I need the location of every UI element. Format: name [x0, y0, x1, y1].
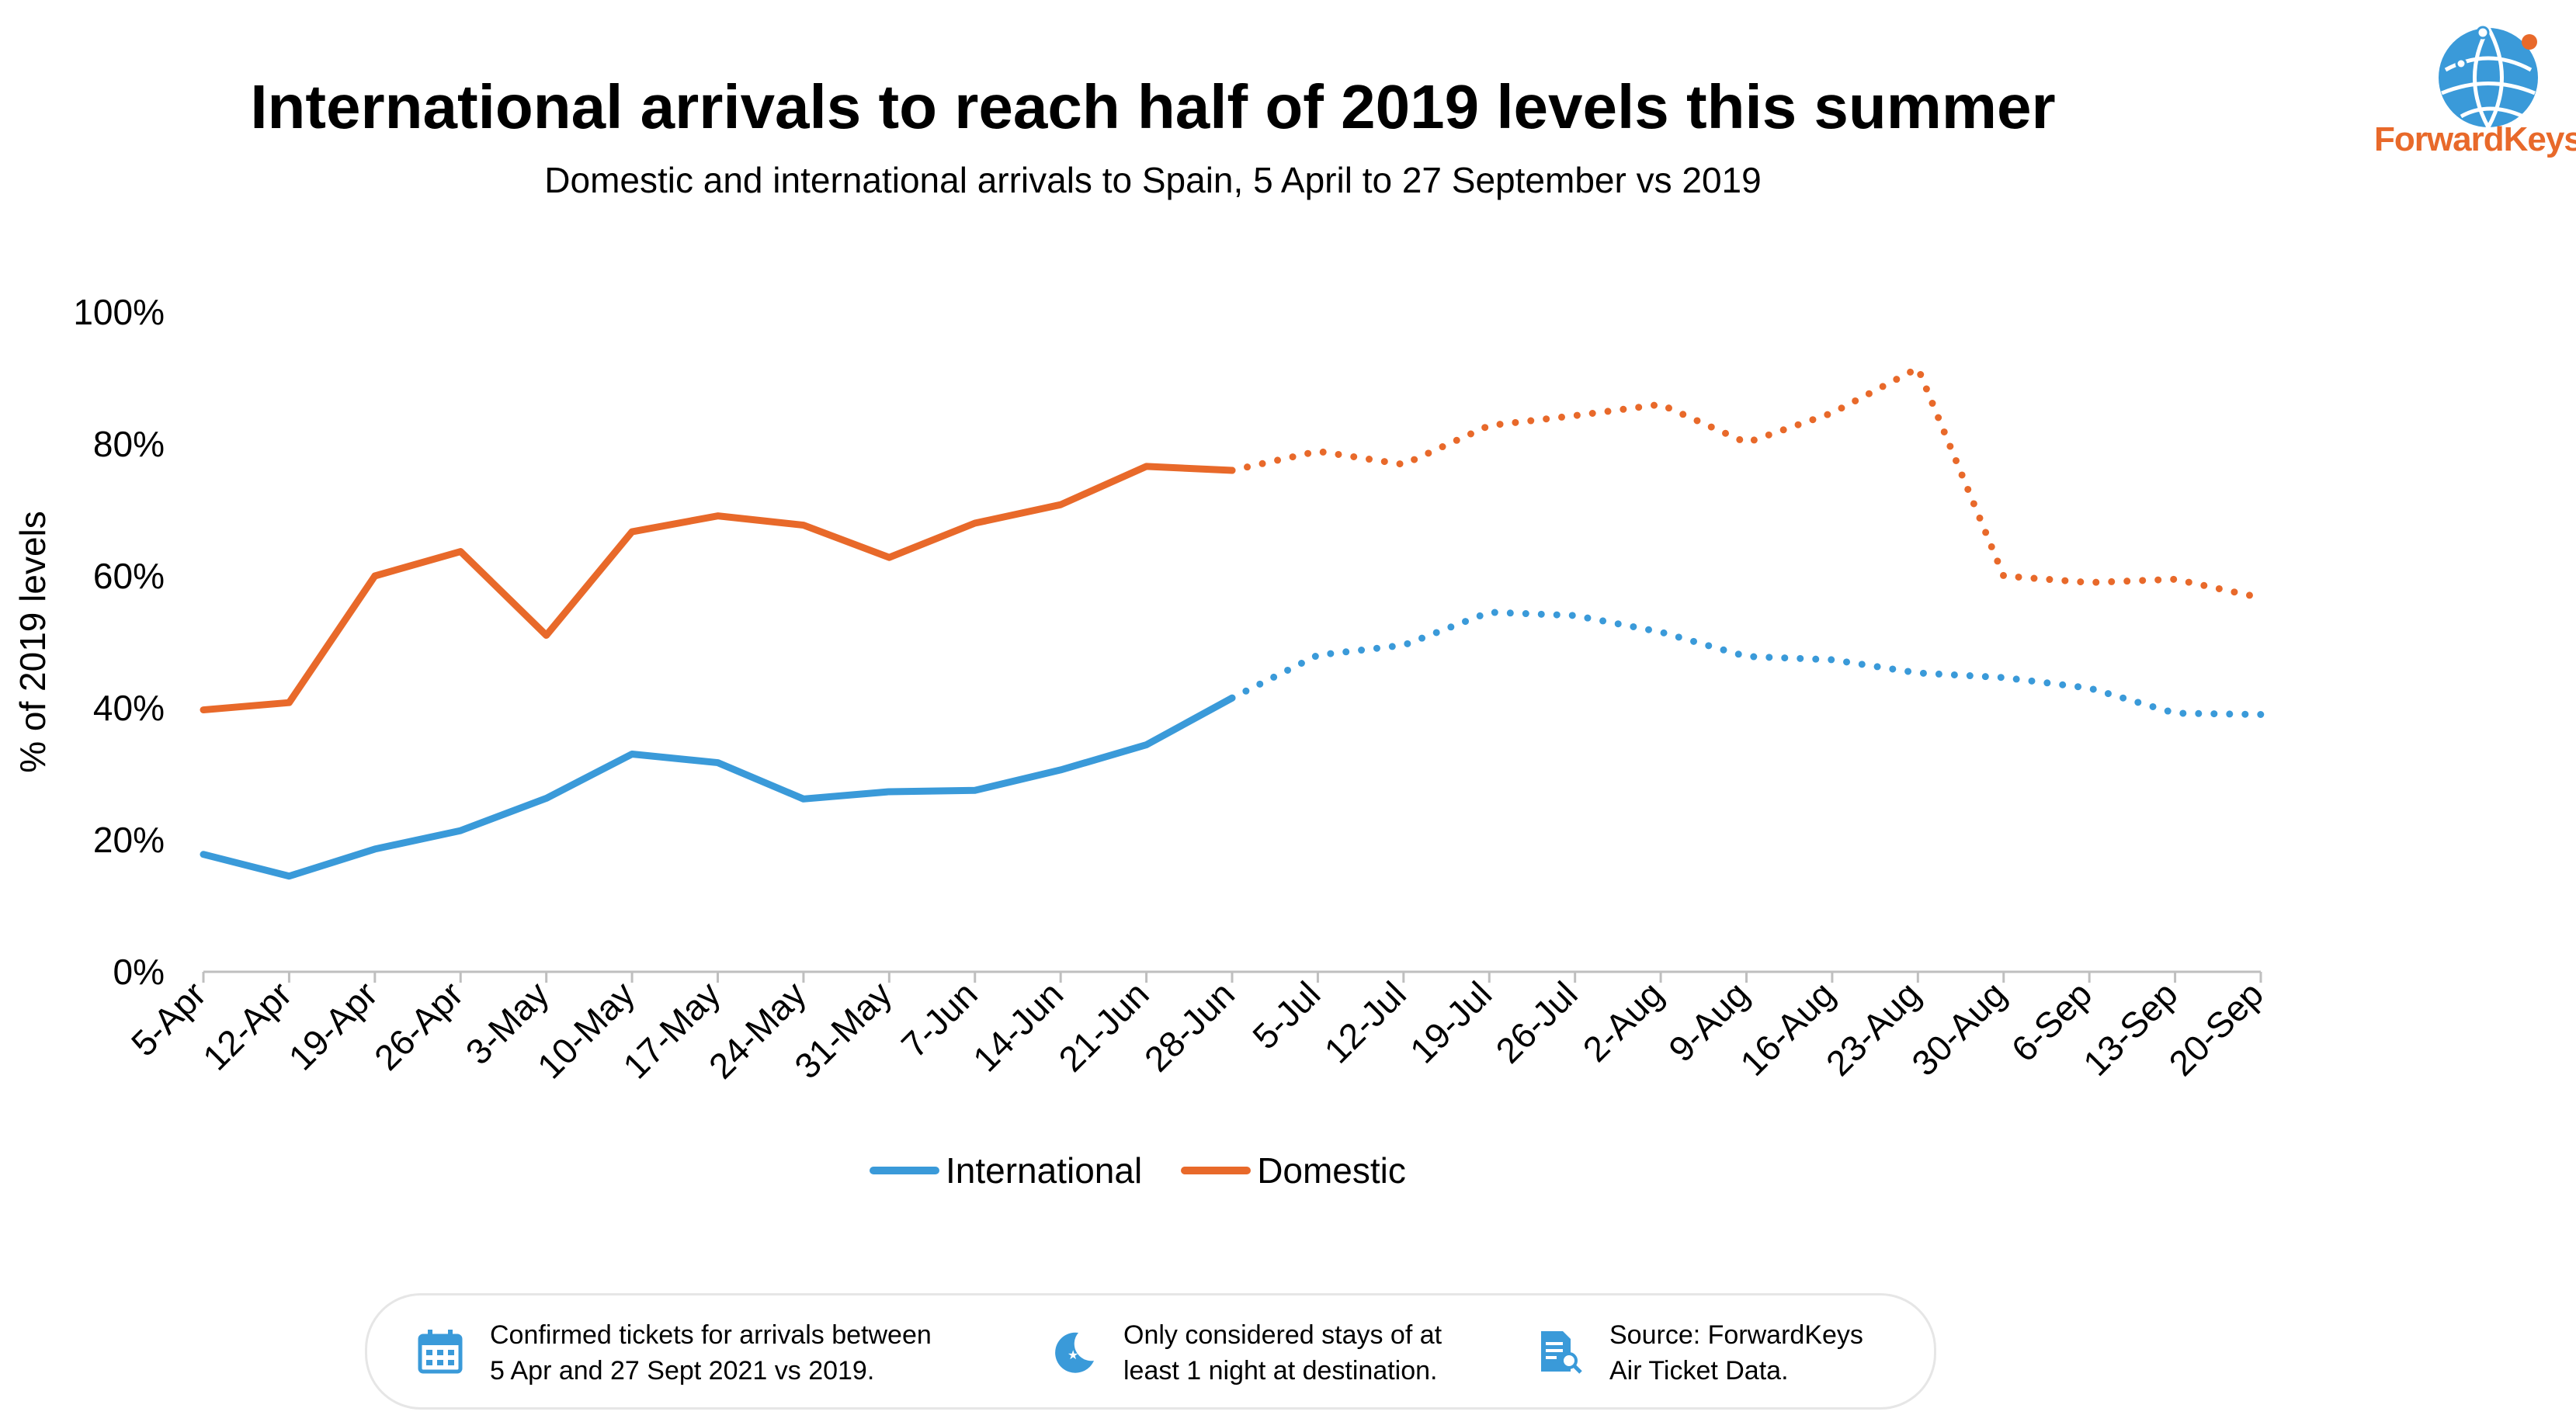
legend-item-domestic: Domestic [1181, 1150, 1406, 1191]
x-tick-label: 2-Aug [1575, 973, 1672, 1070]
moon-stars-icon: ★ ★ [1055, 1332, 1094, 1373]
legend-swatch-domestic [1181, 1167, 1252, 1174]
line-chart: % of 2019 levels0%20%40%60%80%100%5-Apr1… [12, 292, 2271, 1087]
chart-title: International arrivals to reach half of … [250, 72, 2056, 141]
note-dates-line1: Confirmed tickets for arrivals between [490, 1320, 932, 1350]
series-line-international-actual [200, 694, 1236, 880]
x-tick-label: 26-Apr [366, 973, 470, 1077]
brand-logo-text: ForwardKeys [2374, 120, 2576, 158]
series-line-domestic-forecast [1228, 364, 2265, 602]
footer-notes: Confirmed tickets for arrivals between 5 … [365, 1293, 1936, 1410]
x-tick-label: 13-Sep [2075, 973, 2185, 1084]
x-tick-label: 28-Jun [1137, 973, 1242, 1079]
x-tick-label: 17-May [615, 973, 727, 1086]
note-dates: Confirmed tickets for arrivals between 5 … [417, 1317, 932, 1389]
x-tick-label: 30-Aug [1904, 973, 2014, 1084]
y-tick-label: 20% [93, 820, 165, 860]
note-source-line2: Air Ticket Data. [1609, 1356, 1789, 1386]
x-tick-label: 10-May [529, 973, 642, 1086]
x-tick-label: 20-Sep [2161, 973, 2271, 1084]
note-source-line1: Source: ForwardKeys [1609, 1320, 1863, 1350]
svg-text:★: ★ [1075, 1345, 1082, 1354]
x-tick-label: 19-Apr [280, 973, 384, 1077]
x-tick-label: 26-Jul [1488, 973, 1585, 1070]
y-tick-label: 100% [73, 292, 165, 332]
y-tick-label: 40% [93, 688, 165, 728]
x-tick-label: 14-Jun [965, 973, 1071, 1079]
chart-subtitle: Domestic and international arrivals to S… [544, 160, 1762, 200]
x-tick-label: 5-Jul [1245, 973, 1328, 1056]
x-tick-label: 24-May [701, 973, 814, 1086]
calendar-icon [418, 1330, 463, 1374]
legend-item-international: International [870, 1150, 1142, 1191]
note-source: Source: ForwardKeys Air Ticket Data. [1536, 1317, 1863, 1389]
series-line-domestic-actual [200, 463, 1236, 714]
x-tick-label: 19-Jul [1402, 973, 1499, 1070]
legend-label-domestic: Domestic [1257, 1150, 1406, 1191]
globe-logo-icon [2439, 26, 2538, 129]
series-line-international-forecast [1228, 609, 2265, 718]
chart-legend: International Domestic [870, 1147, 1412, 1194]
note-stays: ★ ★ Only considered stays of at least 1 n… [1050, 1317, 1442, 1389]
legend-label-international: International [946, 1150, 1143, 1191]
note-dates-line2: 5 Apr and 27 Sept 2021 vs 2019. [490, 1356, 875, 1386]
x-tick-label: 21-Jun [1050, 973, 1156, 1079]
x-tick-label: 12-Apr [195, 973, 299, 1077]
y-tick-label: 0% [113, 952, 165, 992]
note-stays-line1: Only considered stays of at [1123, 1320, 1442, 1350]
x-tick-label: 31-May [786, 973, 899, 1086]
x-tick-label: 16-Aug [1732, 973, 1842, 1084]
document-search-icon [1541, 1331, 1582, 1374]
y-tick-label: 60% [93, 556, 165, 596]
x-tick-label: 12-Jul [1317, 973, 1414, 1070]
svg-text:★: ★ [1068, 1347, 1078, 1362]
y-axis-label: % of 2019 levels [12, 511, 53, 773]
x-tick-label: 23-Aug [1818, 973, 1929, 1084]
note-stays-line2: least 1 night at destination. [1123, 1356, 1438, 1386]
legend-swatch-international [870, 1167, 939, 1174]
y-tick-label: 80% [93, 424, 165, 464]
